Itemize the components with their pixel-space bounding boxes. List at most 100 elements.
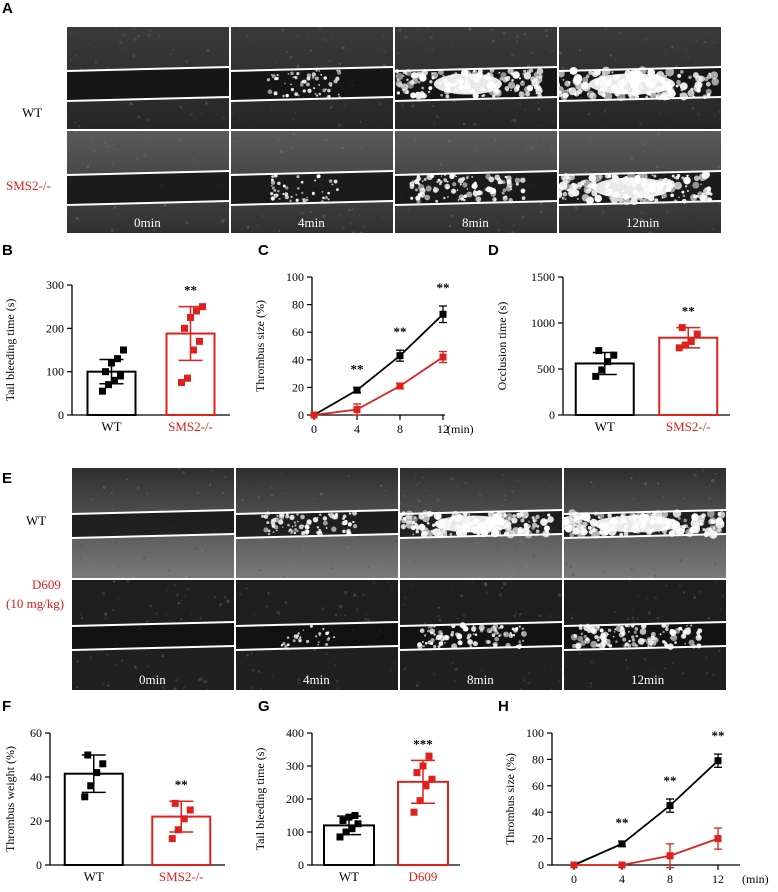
x-tick-label: 0 (311, 422, 317, 436)
micrograph-a-r1-c2 (395, 131, 557, 233)
y-tick-label: 300 (286, 759, 304, 773)
y-tick-label: 60 (292, 325, 304, 339)
data-point (193, 307, 200, 315)
x-tick-label: 4 (354, 422, 360, 436)
data-point (413, 769, 421, 777)
micrograph-a-r0-c0 (67, 27, 229, 129)
y-tick-label: 40 (292, 353, 304, 367)
y-tick-label: 0 (298, 408, 304, 422)
panel-letter-a: A (2, 0, 13, 17)
data-point (108, 359, 115, 367)
x-category-label: SMS2-/- (168, 419, 213, 434)
x-category-label: SMS2-/- (666, 419, 711, 434)
data-point (84, 751, 92, 759)
y-tick-label: 400 (286, 726, 304, 740)
panel-letter-f: F (2, 698, 12, 715)
x-category-label: WT (595, 419, 615, 434)
data-point (178, 379, 185, 386)
timepoint-label: 4min (298, 215, 325, 230)
data-point (196, 337, 203, 345)
data-point (570, 861, 578, 869)
data-point (681, 341, 689, 349)
chart-h-line: 0 20 40 60 80 100 0 4 8 12 (min) Thrombus size (%) *… (503, 726, 769, 886)
y-tick-label: 20 (30, 814, 42, 828)
data-point (439, 353, 447, 361)
data-point (675, 344, 683, 352)
data-point (180, 815, 188, 823)
panel-letter-h: H (498, 698, 509, 715)
panel-letter-b: B (2, 242, 13, 259)
data-point (618, 840, 626, 848)
micrograph-e-r1-c0 (72, 580, 234, 690)
x-tick-label: 12 (437, 422, 449, 436)
timepoint-label: 8min (467, 672, 494, 687)
chart-d-bar: 0 500 1000 1500 Occlusion time (s) WT SMS2-/- *… (495, 270, 730, 434)
chart-g-bar: 0 100 200 300 400 Tail bleeding time (s) WT D60… (253, 726, 460, 884)
y-tick-label: 20 (292, 380, 304, 394)
micrograph-a-r1-c1 (231, 131, 393, 233)
series-line (573, 760, 719, 866)
timepoint-label: 12min (626, 215, 660, 230)
y-axis-label: Tail bleeding time (s) (253, 748, 267, 851)
data-point (666, 802, 674, 810)
data-point (117, 372, 124, 380)
timepoint-label: 8min (462, 215, 489, 230)
data-point (171, 799, 179, 807)
y-tick-label: 0 (298, 858, 304, 872)
timepoint-label: 12min (631, 672, 665, 687)
y-tick-label: 100 (46, 365, 64, 379)
chart-f-bar: 0 20 40 60 Thrombus weight (%) WT SMS2-/- ** (3, 726, 225, 884)
data-point (174, 826, 182, 834)
y-tick-label: 200 (46, 321, 64, 335)
data-point (416, 797, 424, 805)
chart-c-line: 0 20 40 60 80 100 0 4 8 12(min) Thrombus size (%) *… (253, 270, 474, 436)
micrograph-e-r0-c0 (72, 468, 234, 578)
y-tick-label: 1000 (531, 316, 555, 330)
y-tick-label: 40 (30, 770, 42, 784)
series-line (574, 837, 719, 866)
panel-letter-d: D (488, 242, 499, 259)
x-tick-label: 8 (397, 422, 403, 436)
micrograph-e-r0-c2 (400, 468, 562, 578)
panel-letter-g: G (258, 698, 270, 715)
y-tick-label: 0 (58, 408, 64, 422)
y-tick-label: 300 (46, 278, 64, 292)
x-tick-label: 0 (571, 872, 577, 886)
timepoint-label: 0min (139, 672, 166, 687)
significance-label: ** (712, 728, 725, 743)
data-point (168, 835, 176, 843)
data-point (114, 355, 121, 363)
data-point (102, 368, 109, 376)
data-point (598, 366, 606, 374)
panel-a-row-label-wt: WT (22, 105, 43, 120)
data-point (186, 806, 194, 814)
timepoint-label: 0min (134, 215, 161, 230)
y-tick-label: 1500 (531, 270, 555, 284)
significance-label: ** (616, 815, 629, 830)
y-axis-label: Thrombus size (%) (253, 300, 267, 392)
data-point (120, 346, 127, 354)
y-tick-label: 0 (36, 858, 42, 872)
data-point (111, 376, 118, 384)
micrograph-e-r1-c3 (564, 580, 726, 690)
x-unit-label: (min) (742, 872, 769, 886)
panel-letter-e: E (2, 470, 13, 487)
data-point (595, 347, 603, 355)
series-line (313, 356, 444, 416)
x-tick-label: 12 (712, 872, 724, 886)
data-point (693, 330, 701, 338)
y-tick-label: 60 (30, 726, 42, 740)
data-point (714, 757, 722, 765)
data-point (422, 782, 430, 790)
data-point (99, 387, 106, 395)
data-point (618, 861, 626, 869)
significance-label: ** (394, 324, 407, 339)
x-category-label: SMS2-/- (159, 869, 204, 884)
data-point (425, 752, 433, 760)
data-point (351, 812, 359, 819)
y-tick-label: 0 (549, 408, 555, 422)
data-point (187, 314, 194, 321)
x-category-label: WT (339, 869, 359, 884)
y-axis-label: Occlusion time (s) (495, 302, 509, 391)
x-tick-label: 4 (619, 872, 625, 886)
